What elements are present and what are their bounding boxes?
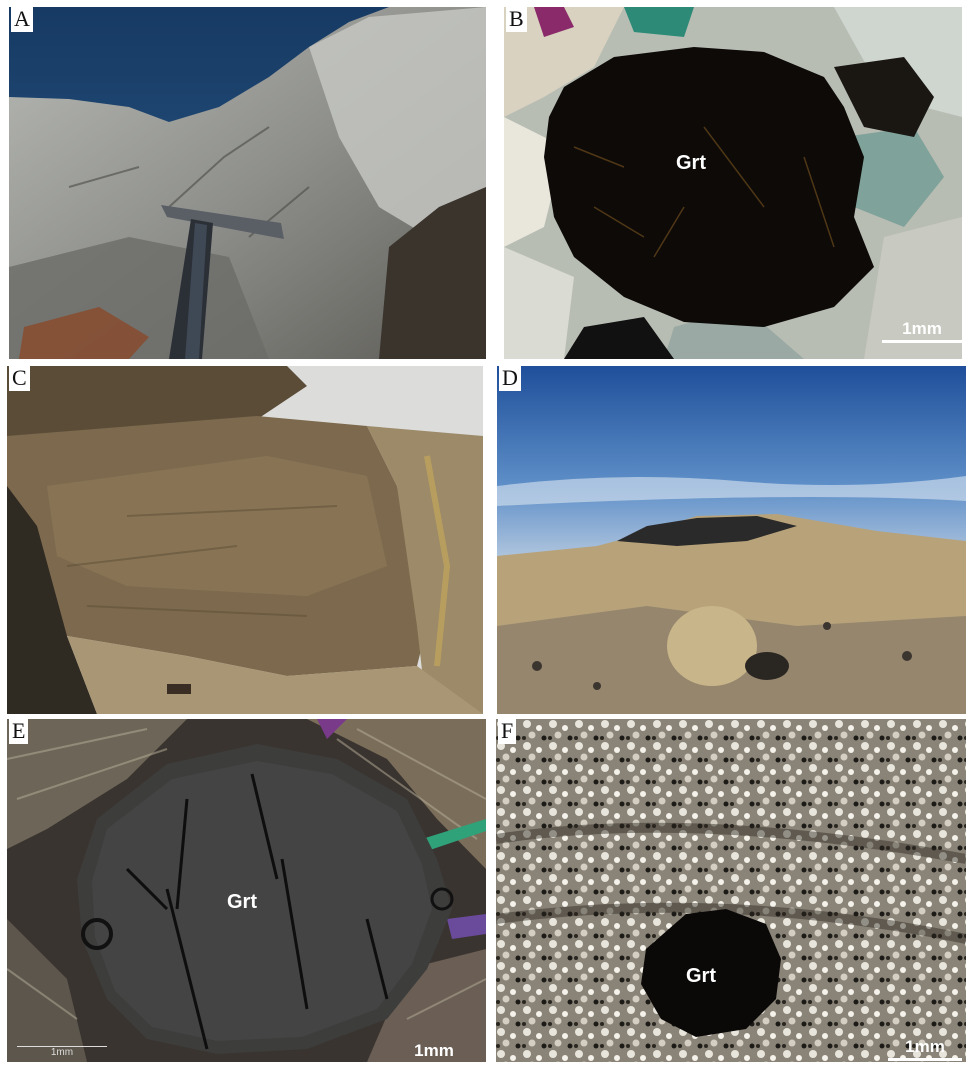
scale-bar-b: 1mm [882,319,962,343]
panel-a: A [9,7,486,359]
mineral-label-b: Grt [676,152,706,174]
panel-a-photo [9,7,486,359]
panel-letter-c: C [9,366,30,391]
scale-line-b [882,340,962,343]
minor-scale-line-e [17,1046,107,1047]
panel-c-photo [7,366,483,714]
scale-bar-e: 1mm [399,1041,469,1061]
panel-letter-d: D [499,366,521,391]
panel-letter-b: B [506,7,527,32]
panel-letter-e: E [9,719,29,744]
panel-e-micrograph [7,719,486,1062]
panel-e: E Grt 1mm 1mm [7,719,486,1062]
minor-scale-bar-e: 1mm [17,1045,107,1058]
scale-bar-f: 1mm [888,1037,962,1061]
panel-c: C [7,366,483,714]
panel-f: F Grt 1mm [496,719,966,1062]
scale-label-e: 1mm [414,1041,454,1060]
scale-label-f: 1mm [905,1037,945,1056]
minor-scale-label-e: 1mm [50,1047,74,1058]
panel-b: B Grt 1mm [504,7,962,359]
panel-d: D [497,366,966,714]
panel-letter-a: A [11,7,33,32]
panel-f-micrograph [496,719,966,1062]
panel-b-micrograph [504,7,962,359]
mineral-label-e: Grt [227,891,257,913]
scale-label-b: 1mm [902,319,942,338]
panel-letter-f: F [498,719,517,744]
scale-line-f [888,1058,962,1061]
mineral-label-f: Grt [686,965,716,987]
panel-d-photo [497,366,966,714]
